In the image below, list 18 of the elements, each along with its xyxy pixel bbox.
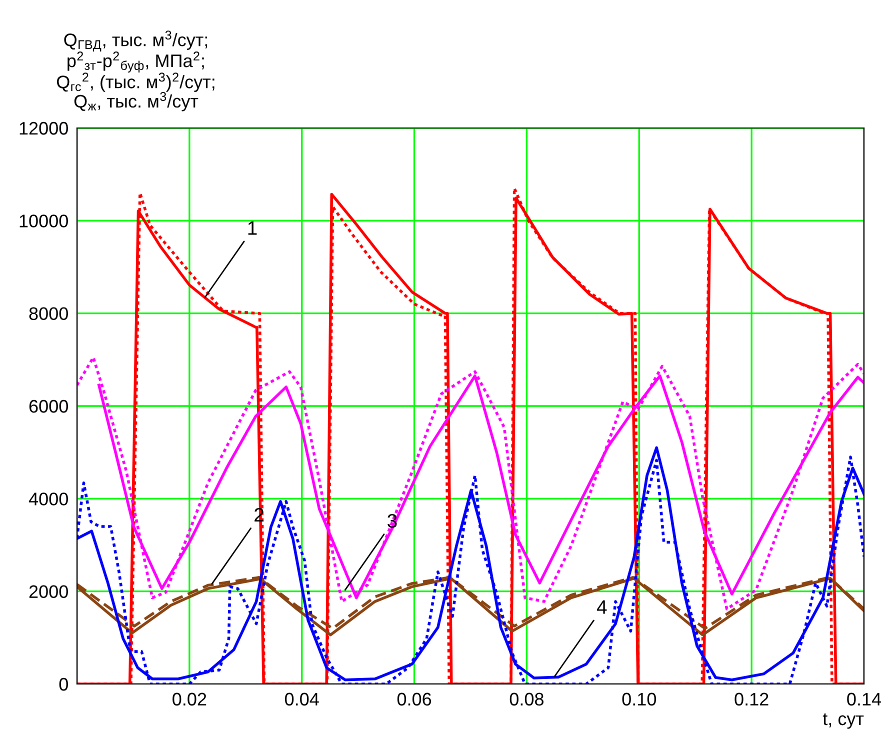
annotation: 1 xyxy=(248,221,257,235)
y-tick-label: 4000 xyxy=(28,492,68,506)
y-tick-label: 10000 xyxy=(20,214,68,228)
x-axis-title: t, сут xyxy=(822,713,864,729)
y-tick-label: 12000 xyxy=(20,122,68,135)
x-tick-label: 0.02 xyxy=(172,692,206,706)
x-tick-label: 0.14 xyxy=(847,692,882,706)
text: Q$_{ГВД}$, тыс. м$^{3}$/сут; p$^{2}$$_{зт}$-p$^{2}$$_{буф}$, МПа$^{2}$; Q$_{гс}$$^{2}$, (тыс. м$^{3}$)$^{2}$/сут; Q$_{ж}$, тыс. м$^{3}$/сут xyxy=(56,30,214,112)
x-tick-label: 0.04 xyxy=(284,692,319,706)
x-tick-label: 0.10 xyxy=(622,692,656,706)
x-tick-label: 0.06 xyxy=(397,692,432,706)
x-tick-label: 0.12 xyxy=(734,692,768,706)
x-tick-label: 0.08 xyxy=(510,692,544,706)
y-tick-label: 2000 xyxy=(29,585,68,598)
y-tick-label: 6000 xyxy=(29,400,68,413)
y-tick-label: 0 xyxy=(59,678,68,691)
annotation: 4 xyxy=(596,600,607,614)
y-tick-label: 8000 xyxy=(29,307,68,320)
